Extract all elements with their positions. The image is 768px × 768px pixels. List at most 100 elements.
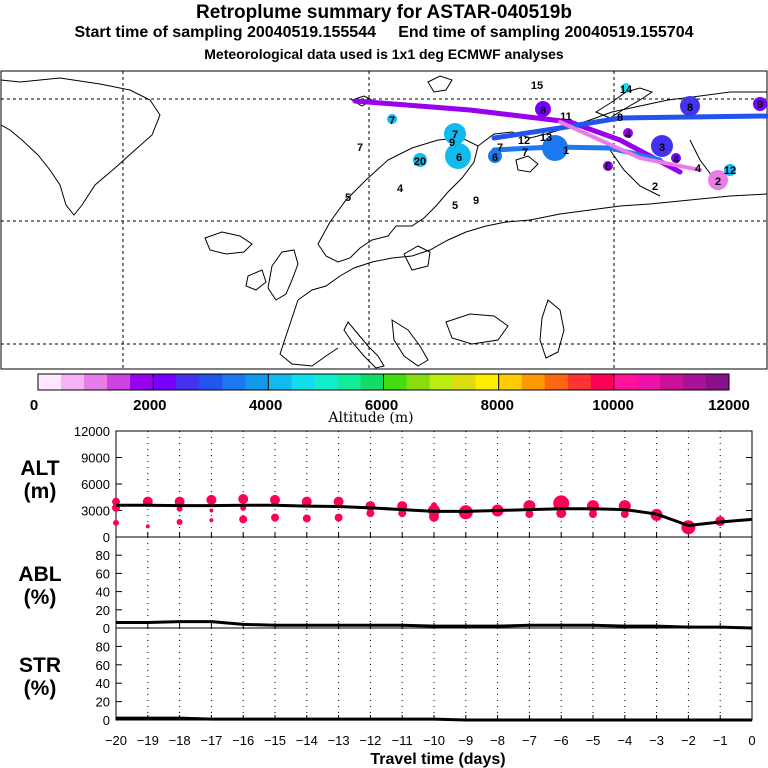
- colorbar-segment: [314, 374, 338, 390]
- colorbar-segment: [590, 374, 615, 390]
- colorbar-segment: [613, 374, 638, 390]
- colorbar-segment: [176, 374, 200, 390]
- x-tick-label: −18: [169, 733, 191, 748]
- str-y-tick-label: 20: [96, 695, 110, 710]
- x-tick-label: −16: [232, 733, 254, 748]
- alt-cluster-point: [620, 510, 629, 519]
- colorbar-segment: [705, 374, 730, 390]
- x-tick-label: −7: [522, 733, 537, 748]
- end-time: End time of sampling 20040519.155704: [398, 24, 694, 41]
- abl-y-tick-label: 80: [96, 548, 110, 563]
- map-cluster-label: 14: [620, 84, 633, 96]
- map-cluster-label: 2: [652, 181, 658, 193]
- map-cluster-label: 12: [724, 165, 736, 177]
- x-tick-label: −20: [105, 733, 127, 748]
- alt-cluster-point: [429, 511, 439, 522]
- x-tick-label: −8: [490, 733, 505, 748]
- str-y-tick-label: 40: [96, 676, 110, 691]
- x-tick-label: −15: [264, 733, 286, 748]
- x-axis-title: Travel time (days): [370, 751, 505, 768]
- map-cluster-circle: [680, 96, 700, 116]
- alt-panel: 0 3000 6000 9000 12000 ALT(m): [20, 424, 753, 545]
- map-cluster-label: 5: [345, 192, 351, 204]
- colorbar-segment: [475, 374, 500, 390]
- map-cluster-circle: [488, 149, 502, 163]
- trajectory-pink: [558, 120, 702, 172]
- map-cluster-label: 8: [617, 112, 623, 124]
- colorbar-segment: [406, 374, 431, 390]
- map-cluster-label: 8: [540, 105, 546, 117]
- map-cluster-circle: [708, 170, 728, 190]
- colorbar-segment: [245, 374, 269, 390]
- map-cluster-circle: [542, 135, 568, 161]
- x-tick-label: −11: [392, 733, 413, 748]
- map-cluster-circle: [445, 143, 471, 169]
- colorbar-segment: [291, 374, 315, 390]
- x-tick-label: −19: [137, 733, 159, 748]
- x-tick-label: −9: [458, 733, 473, 748]
- map-cluster-label: 8: [687, 102, 693, 114]
- alt-series-line: [116, 503, 753, 528]
- colorbar-tick-label: 12000: [708, 397, 750, 414]
- colorbar-segment: [84, 374, 108, 390]
- map-cluster-label: 9: [757, 99, 763, 111]
- x-tick-label: −12: [359, 733, 381, 748]
- colorbar-segment: [567, 374, 592, 390]
- alt-panel-unit: (m): [24, 480, 57, 503]
- colorbar-title: Altitude (m): [327, 410, 413, 426]
- map-cluster-label: 6: [605, 161, 611, 173]
- abl-y-tick-label: 20: [96, 603, 110, 618]
- x-tick-label: −2: [681, 733, 696, 748]
- colorbar-segment: [61, 374, 85, 390]
- abl-series-line: [116, 620, 753, 630]
- x-tick-label: −13: [328, 733, 350, 748]
- alt-cluster-point: [525, 510, 534, 519]
- str-series-line: [116, 716, 752, 722]
- map-cluster-label: 3: [659, 142, 665, 154]
- colorbar-tick-label: 0: [30, 397, 38, 414]
- alt-cluster-point: [271, 513, 279, 522]
- str-panel-label: STR: [19, 654, 61, 677]
- map-cluster-label: 6: [492, 152, 498, 164]
- colorbar-segment: [521, 374, 546, 390]
- trajectory-blue-north: [491, 113, 768, 141]
- alt-cluster-point: [209, 518, 214, 523]
- alt-cluster-point: [206, 494, 217, 505]
- alt-y-tick-label: 0: [103, 530, 110, 545]
- colorbar-segment: [38, 374, 62, 390]
- colorbar-tick-label: 10000: [592, 397, 634, 414]
- colorbar-segment: [452, 374, 477, 390]
- abl-y-tick-label: 60: [96, 566, 110, 581]
- x-tick-label: −5: [586, 733, 601, 748]
- str-panel-unit: (%): [24, 677, 57, 700]
- map-cluster-label: 9: [473, 195, 479, 207]
- map-cluster-label: 20: [414, 156, 426, 168]
- alt-cluster-point: [334, 513, 343, 522]
- colorbar-segment: [130, 374, 154, 390]
- map-cluster-circle: [621, 83, 631, 93]
- map-cluster-circle: [623, 128, 633, 138]
- map-frame: [0, 70, 768, 370]
- alt-cluster-point: [238, 494, 249, 505]
- colorbar-segment: [360, 374, 384, 390]
- colorbar-tick-label: 8000: [481, 397, 514, 414]
- map-cluster-label: 9: [449, 137, 455, 149]
- alt-cluster-point: [209, 508, 214, 513]
- map-cluster-label: 12: [518, 135, 530, 147]
- map-cluster-circle: [651, 135, 673, 157]
- alt-y-tick-label: 12000: [74, 424, 110, 439]
- alt-cluster-point: [176, 505, 183, 512]
- alt-cluster-point: [589, 510, 597, 519]
- alt-cluster-point: [333, 496, 344, 507]
- meteo-note: Meteorological data used is 1x1 deg ECMW…: [204, 46, 564, 62]
- str-panel: 0 20 40 60 80 STR(%): [19, 627, 753, 728]
- abl-panel-unit: (%): [24, 586, 57, 609]
- x-tick-label: −10: [423, 733, 445, 748]
- alt-cluster-point: [431, 502, 437, 509]
- map-cluster-label: 4: [397, 183, 404, 195]
- alt-cluster-point: [145, 524, 150, 529]
- colorbar-tick-label: 2000: [133, 397, 166, 414]
